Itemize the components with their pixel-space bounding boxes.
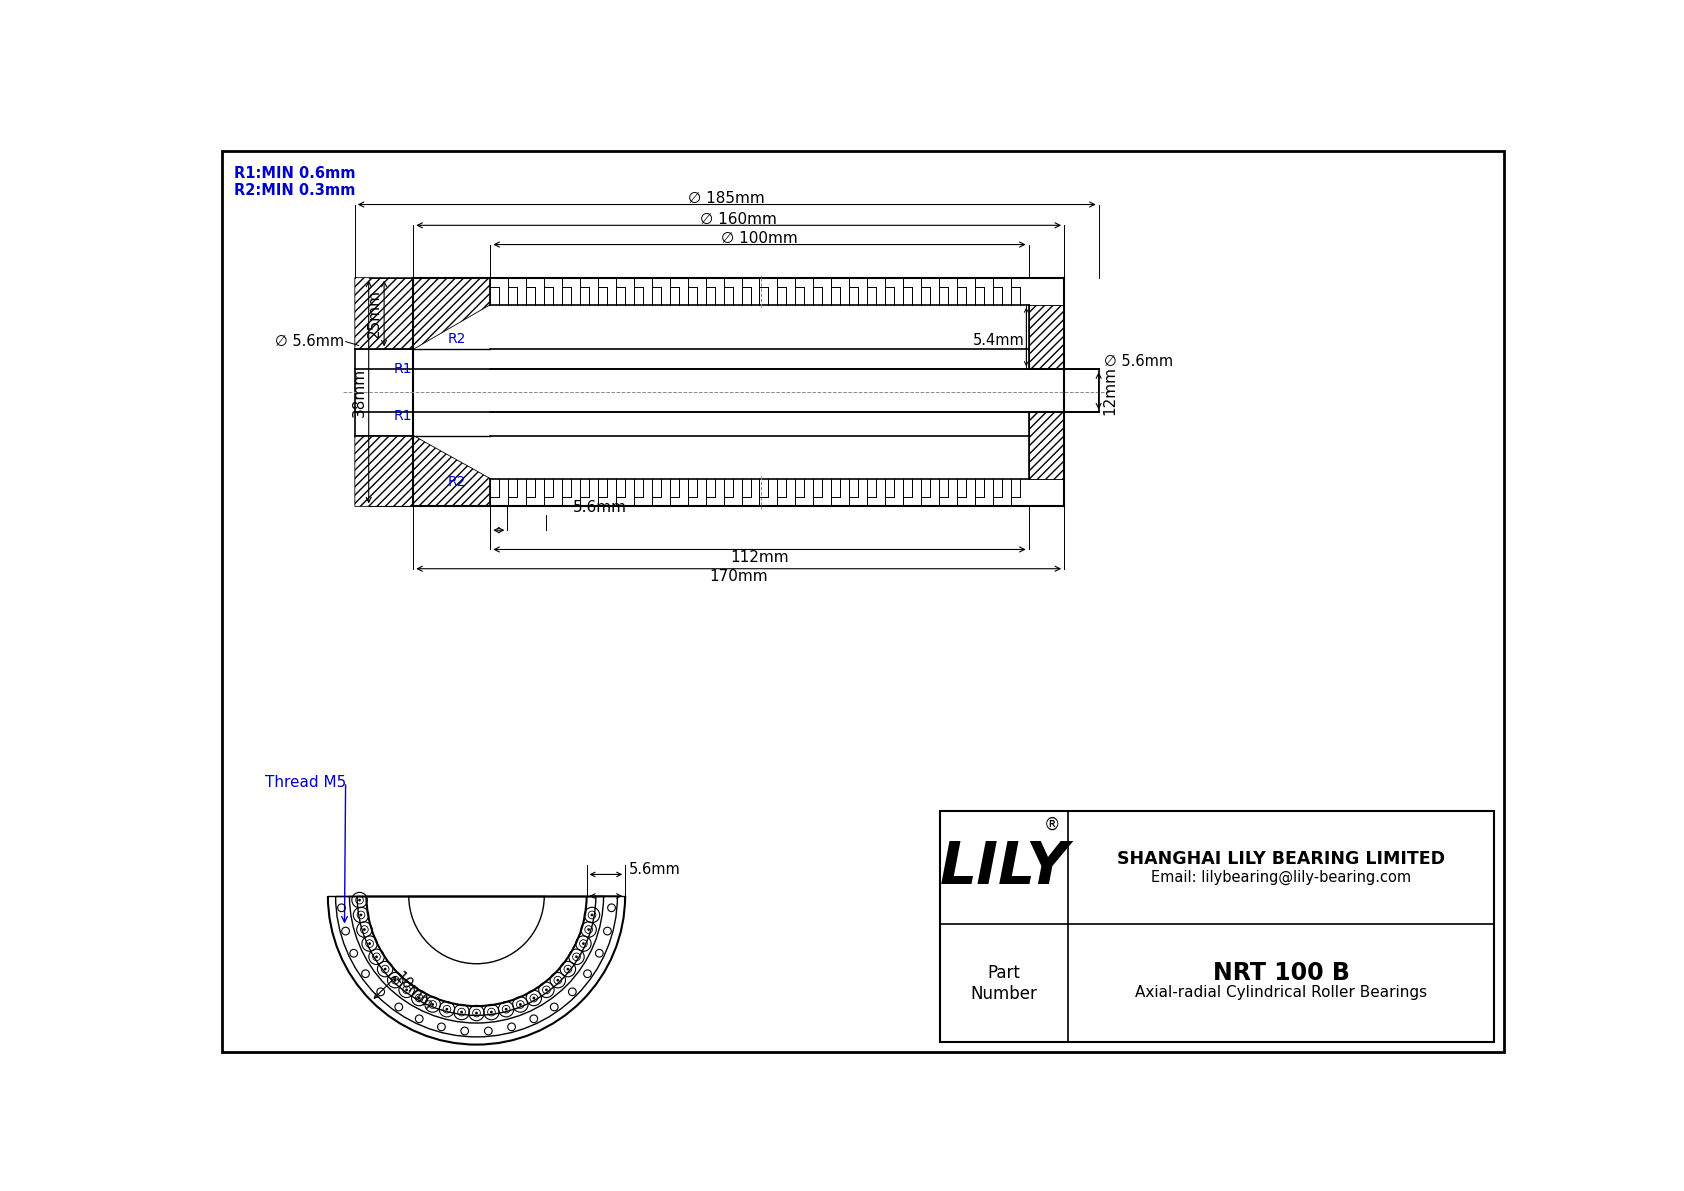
Circle shape bbox=[576, 955, 578, 959]
Circle shape bbox=[583, 942, 584, 944]
Text: ®: ® bbox=[1044, 816, 1061, 834]
Text: SHANGHAI LILY BEARING LIMITED: SHANGHAI LILY BEARING LIMITED bbox=[1116, 849, 1445, 867]
Polygon shape bbox=[355, 436, 490, 506]
Text: Axial-radial Cylindrical Roller Bearings: Axial-radial Cylindrical Roller Bearings bbox=[1135, 985, 1428, 1000]
Text: 5.4mm: 5.4mm bbox=[973, 333, 1026, 348]
Circle shape bbox=[460, 1011, 463, 1014]
Text: ∅ 5.6mm: ∅ 5.6mm bbox=[1105, 354, 1174, 369]
Text: 112mm: 112mm bbox=[731, 550, 788, 565]
Text: 25mm: 25mm bbox=[367, 289, 382, 338]
Circle shape bbox=[532, 997, 536, 999]
Text: 5.6mm: 5.6mm bbox=[573, 500, 626, 515]
Text: R1: R1 bbox=[394, 362, 413, 375]
Text: ∅ 100mm: ∅ 100mm bbox=[721, 231, 798, 245]
Circle shape bbox=[505, 1008, 507, 1011]
Circle shape bbox=[406, 989, 408, 991]
Circle shape bbox=[369, 942, 370, 944]
Text: 38mm: 38mm bbox=[352, 368, 367, 417]
Text: Thread M5: Thread M5 bbox=[264, 774, 345, 790]
Text: LILY: LILY bbox=[940, 840, 1069, 897]
Polygon shape bbox=[1029, 412, 1064, 479]
Circle shape bbox=[556, 979, 559, 981]
Polygon shape bbox=[1029, 412, 1098, 479]
Circle shape bbox=[591, 913, 593, 916]
Text: R1:MIN 0.6mm: R1:MIN 0.6mm bbox=[234, 166, 355, 181]
Circle shape bbox=[376, 955, 377, 959]
Text: ∅ 185mm: ∅ 185mm bbox=[689, 191, 765, 206]
Polygon shape bbox=[355, 278, 490, 349]
Polygon shape bbox=[1029, 305, 1064, 369]
Circle shape bbox=[546, 989, 547, 991]
Circle shape bbox=[360, 913, 362, 916]
Circle shape bbox=[588, 928, 589, 931]
Text: ∅ 160mm: ∅ 160mm bbox=[701, 212, 776, 226]
Circle shape bbox=[431, 1003, 434, 1006]
Text: 10mm: 10mm bbox=[391, 969, 434, 1014]
Text: R1: R1 bbox=[394, 410, 413, 423]
Text: R2:MIN 0.3mm: R2:MIN 0.3mm bbox=[234, 183, 355, 198]
Text: NRT 100 B: NRT 100 B bbox=[1212, 961, 1349, 985]
Text: 170mm: 170mm bbox=[709, 569, 768, 584]
Circle shape bbox=[418, 997, 421, 999]
Polygon shape bbox=[355, 278, 490, 349]
Circle shape bbox=[384, 968, 387, 971]
Circle shape bbox=[475, 1011, 478, 1015]
Text: R2: R2 bbox=[448, 332, 465, 347]
Text: R2: R2 bbox=[448, 475, 465, 488]
Circle shape bbox=[566, 968, 569, 971]
Text: Email: lilybearing@lily-bearing.com: Email: lilybearing@lily-bearing.com bbox=[1152, 869, 1411, 885]
Circle shape bbox=[446, 1008, 448, 1011]
Text: 5.6mm: 5.6mm bbox=[628, 861, 680, 877]
Bar bbox=[940, 811, 1494, 1042]
Text: 12mm: 12mm bbox=[1103, 367, 1118, 416]
Polygon shape bbox=[1029, 305, 1098, 369]
Circle shape bbox=[394, 979, 397, 981]
Circle shape bbox=[364, 928, 365, 931]
Circle shape bbox=[490, 1011, 493, 1014]
Circle shape bbox=[359, 899, 360, 902]
Text: ∅ 5.6mm: ∅ 5.6mm bbox=[274, 335, 344, 349]
Text: Part
Number: Part Number bbox=[970, 964, 1037, 1003]
Circle shape bbox=[519, 1003, 522, 1006]
